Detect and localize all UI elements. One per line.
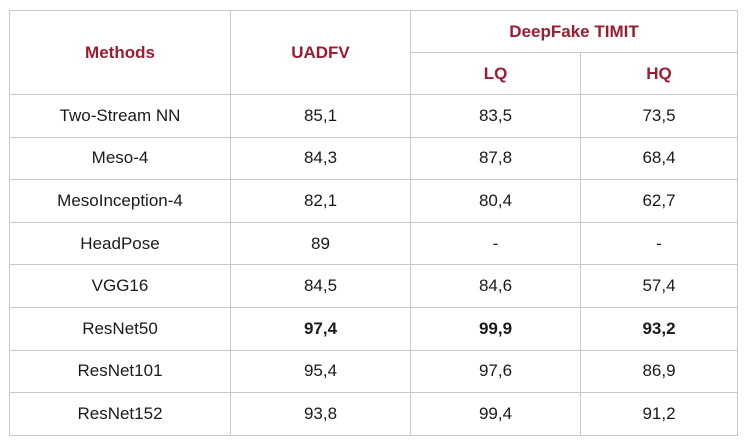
cell-lq: 87,8 bbox=[410, 136, 581, 181]
cell-method: HeadPose bbox=[9, 221, 231, 266]
header-uadfv: UADFV bbox=[230, 10, 411, 95]
cell-method: ResNet101 bbox=[9, 349, 231, 394]
cell-hq: 68,4 bbox=[579, 136, 739, 181]
cell-method: MesoInception-4 bbox=[9, 179, 231, 223]
cell-lq: 99,4 bbox=[410, 392, 581, 436]
cell-uadfv: 84,5 bbox=[230, 264, 411, 308]
table-body: Two-Stream NN 85,1 83,5 73,5 Meso-4 84,3 87,8 6… bbox=[9, 94, 739, 436]
table-row: ResNet50 97,4 99,9 93,2 bbox=[9, 306, 739, 351]
cell-method: VGG16 bbox=[9, 264, 231, 308]
header-lq: LQ bbox=[410, 52, 581, 95]
header-deepfake-timit: DeepFake TIMIT bbox=[409, 10, 739, 53]
cell-method: Meso-4 bbox=[9, 136, 231, 181]
results-table: Methods UADFV DeepFake TIMIT LQ HQ Two-S… bbox=[9, 10, 739, 436]
table-row: Two-Stream NN 85,1 83,5 73,5 bbox=[9, 94, 739, 138]
cell-lq: - bbox=[410, 221, 581, 266]
table-header: Methods UADFV DeepFake TIMIT LQ HQ bbox=[9, 10, 739, 95]
cell-hq: 86,9 bbox=[579, 349, 739, 394]
cell-uadfv: 93,8 bbox=[230, 392, 411, 436]
cell-hq: - bbox=[579, 221, 739, 266]
cell-hq: 93,2 bbox=[579, 306, 739, 351]
header-hq: HQ bbox=[579, 52, 739, 95]
cell-hq: 91,2 bbox=[579, 392, 739, 436]
table-row: HeadPose 89- - bbox=[9, 221, 739, 266]
table-row: MesoInception-4 82,1 80,4 62,7 bbox=[9, 179, 739, 223]
cell-lq: 84,6 bbox=[410, 264, 581, 308]
cell-uadfv: 85,1 bbox=[230, 94, 411, 138]
cell-lq: 97,6 bbox=[410, 349, 581, 394]
cell-hq: 73,5 bbox=[579, 94, 739, 138]
cell-uadfv: 97,4 bbox=[230, 306, 411, 351]
table-row: ResNet152 93,8 99,4 91,2 bbox=[9, 392, 739, 436]
table-row: Meso-4 84,3 87,8 68,4 bbox=[9, 136, 739, 181]
header-methods: Methods bbox=[9, 10, 231, 95]
cell-hq: 57,4 bbox=[579, 264, 739, 308]
cell-lq: 83,5 bbox=[410, 94, 581, 138]
cell-uadfv: 95,4 bbox=[230, 349, 411, 394]
cell-lq: 80,4 bbox=[410, 179, 581, 223]
results-table-container: Methods UADFV DeepFake TIMIT LQ HQ Two-S… bbox=[9, 10, 739, 436]
cell-uadfv: 89 bbox=[230, 221, 411, 266]
table-row: ResNet101 95,4 97,6 86,9 bbox=[9, 349, 739, 394]
cell-method: Two-Stream NN bbox=[9, 94, 231, 138]
cell-lq: 99,9 bbox=[410, 306, 581, 351]
cell-method: ResNet152 bbox=[9, 392, 231, 436]
cell-method: ResNet50 bbox=[9, 306, 231, 351]
cell-uadfv: 82,1 bbox=[230, 179, 411, 223]
table-row: VGG16 84,5 84,6 57,4 bbox=[9, 264, 739, 308]
cell-uadfv: 84,3 bbox=[230, 136, 411, 181]
cell-hq: 62,7 bbox=[579, 179, 739, 223]
